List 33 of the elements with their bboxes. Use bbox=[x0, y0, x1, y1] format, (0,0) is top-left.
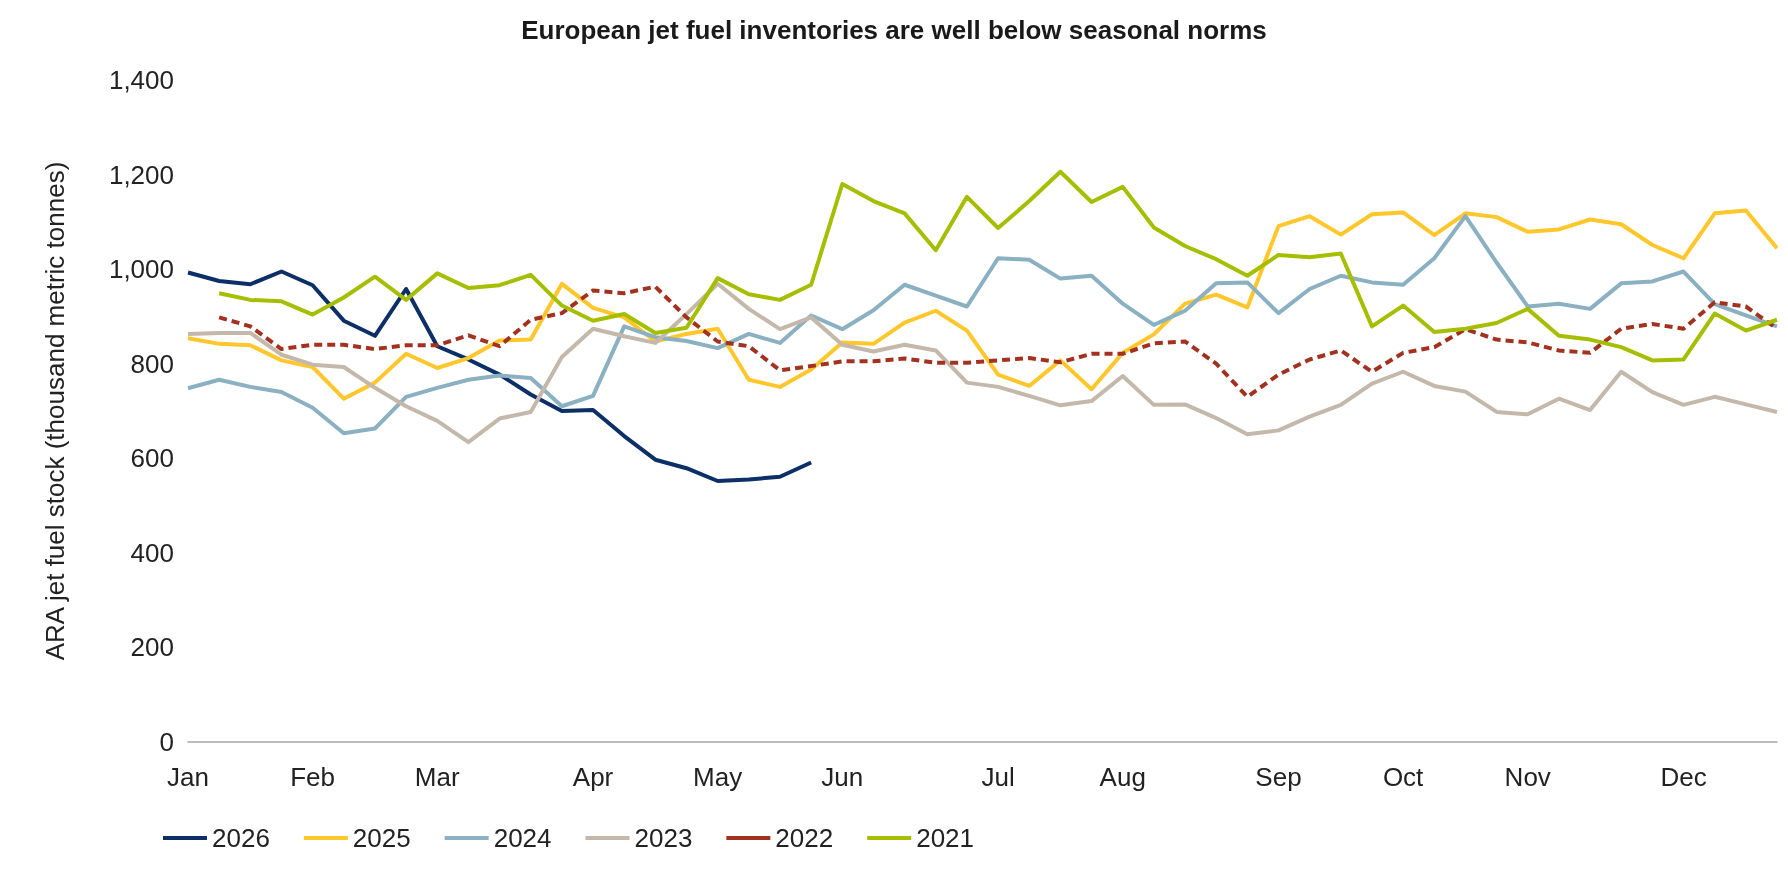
x-tick-label: Feb bbox=[290, 762, 336, 792]
x-tick-label: Aug bbox=[1099, 762, 1146, 792]
x-tick-label: Apr bbox=[572, 762, 614, 792]
x-tick-label: Mar bbox=[414, 762, 460, 792]
x-tick-label: May bbox=[693, 762, 743, 792]
y-tick-label: 1,400 bbox=[108, 65, 174, 95]
x-tick-label: Sep bbox=[1255, 762, 1302, 792]
y-axis-title: ARA jet fuel stock (thousand metric tonnes) bbox=[40, 161, 70, 661]
legend-label: 2021 bbox=[916, 823, 975, 853]
legend-label: 2022 bbox=[775, 823, 834, 853]
x-tick-label: Nov bbox=[1504, 762, 1551, 792]
legend-label: 2026 bbox=[212, 823, 270, 853]
x-tick-label: Jul bbox=[981, 762, 1015, 792]
y-tick-label: 800 bbox=[130, 348, 174, 379]
y-tick-label: 600 bbox=[130, 443, 174, 474]
x-tick-label: Dec bbox=[1660, 762, 1707, 792]
legend-label: 2024 bbox=[493, 823, 552, 853]
chart-title: European jet fuel inventories are well below seasonal norms bbox=[521, 15, 1267, 45]
y-tick-label: 1,000 bbox=[108, 254, 174, 285]
x-tick-label: Oct bbox=[1382, 762, 1425, 792]
line-series bbox=[217, 169, 1779, 363]
line-series bbox=[186, 269, 814, 483]
line-series bbox=[186, 214, 1779, 436]
y-tick-label: 0 bbox=[159, 727, 174, 757]
line-series bbox=[186, 208, 1779, 401]
legend-label: 2025 bbox=[352, 823, 411, 853]
legend-label: 2023 bbox=[634, 823, 693, 853]
x-tick-label: Jan bbox=[167, 762, 209, 792]
y-tick-label: 200 bbox=[130, 632, 174, 663]
y-tick-label: 1,200 bbox=[108, 159, 174, 190]
y-tick-label: 400 bbox=[130, 537, 174, 568]
line-series bbox=[186, 281, 1779, 445]
x-tick-label: Jun bbox=[821, 762, 864, 792]
